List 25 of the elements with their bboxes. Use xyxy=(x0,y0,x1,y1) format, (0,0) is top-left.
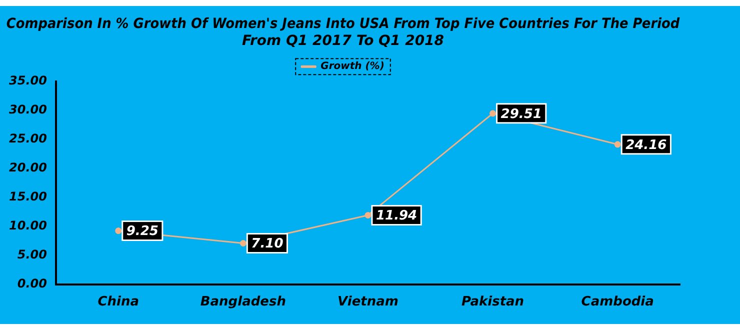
x-tick-label: Vietnam xyxy=(338,294,398,310)
point xyxy=(240,240,246,247)
y-tick-label: 35.00 xyxy=(8,74,47,88)
x-tick-label: Pakistan xyxy=(462,294,524,310)
y-tick-label: 25.00 xyxy=(8,132,47,146)
point xyxy=(364,212,372,218)
point xyxy=(614,141,621,148)
point xyxy=(115,228,122,234)
x-tick-label: Bangladesh xyxy=(200,294,286,310)
data-label: 7.10 xyxy=(251,236,284,252)
y-tick-label: 20.00 xyxy=(8,160,47,175)
y-tick-label: 15.00 xyxy=(8,190,47,204)
y-tick-label: 5.00 xyxy=(17,248,47,262)
y-tick-label: 0.00 xyxy=(17,276,47,291)
data-label: 9.25 xyxy=(126,224,158,240)
y-tick-label: 30.00 xyxy=(8,102,47,117)
chart-title: Comparison In % Growth Of Women's Jeans Into USA From Top Five Countries For The Period From Q1 2017 To Q1 2018 xyxy=(6,16,680,49)
data-label: 11.94 xyxy=(376,208,418,224)
legend-label: Growth (%) xyxy=(320,61,384,72)
data-label: 29.51 xyxy=(500,106,542,122)
point xyxy=(490,110,496,117)
x-tick-label: Cambodia xyxy=(581,294,654,310)
x-tick-label: China xyxy=(98,294,139,310)
y-tick-label: 10.00 xyxy=(8,218,47,233)
data-label: 24.16 xyxy=(626,138,667,153)
